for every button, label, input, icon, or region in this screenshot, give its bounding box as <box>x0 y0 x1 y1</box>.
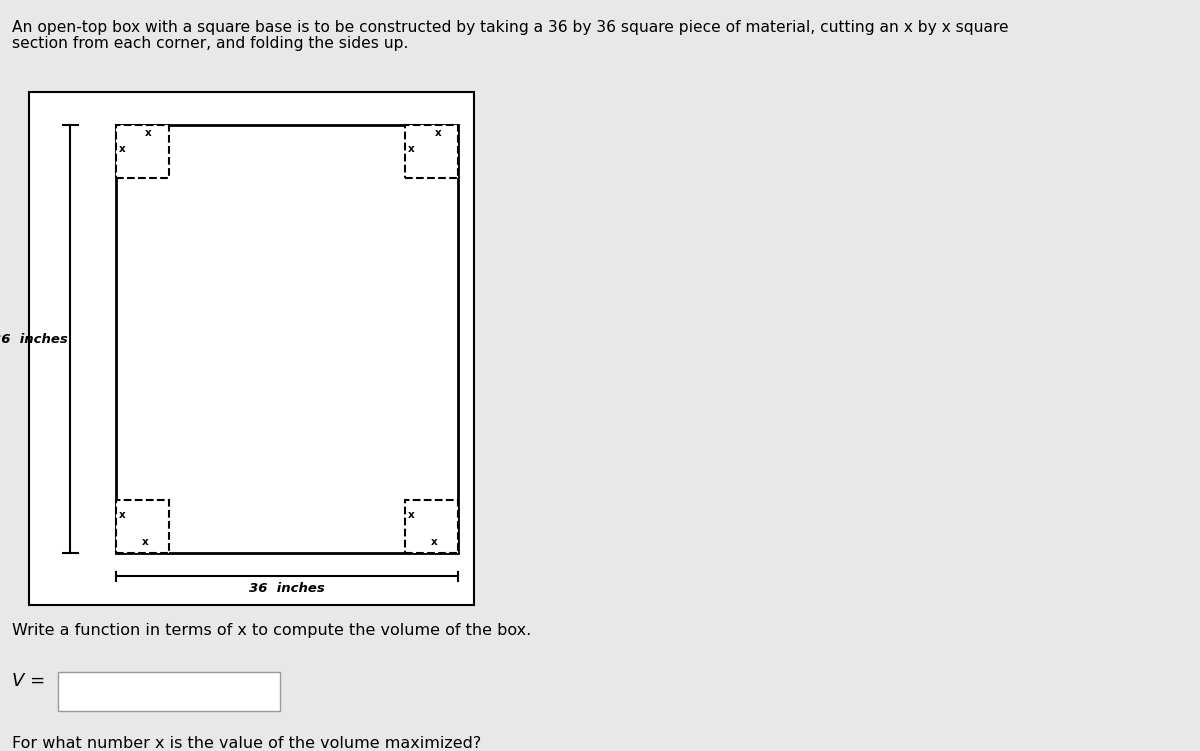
Text: x: x <box>434 128 442 138</box>
Text: section from each corner, and folding the sides up.: section from each corner, and folding th… <box>12 36 408 51</box>
Bar <box>406 125 458 178</box>
Text: Write a function in terms of x to compute the volume of the box.: Write a function in terms of x to comput… <box>12 623 532 638</box>
Bar <box>115 500 169 553</box>
Text: x: x <box>119 510 125 520</box>
Text: x: x <box>145 128 152 138</box>
Bar <box>58 672 280 711</box>
Text: V =: V = <box>12 672 46 690</box>
Text: x: x <box>119 144 125 154</box>
Bar <box>115 125 169 178</box>
Text: x: x <box>431 536 438 547</box>
Bar <box>29 92 474 605</box>
Bar <box>406 500 458 553</box>
Text: For what number x is the value of the volume maximized?: For what number x is the value of the vo… <box>12 736 481 751</box>
Text: x: x <box>142 536 149 547</box>
Bar <box>115 125 458 553</box>
Text: 36  inches: 36 inches <box>250 582 325 596</box>
Text: x: x <box>408 510 415 520</box>
Text: An open-top box with a square base is to be constructed by taking a 36 by 36 squ: An open-top box with a square base is to… <box>12 20 1009 35</box>
Text: 36  inches: 36 inches <box>0 333 68 345</box>
Text: x: x <box>408 144 415 154</box>
